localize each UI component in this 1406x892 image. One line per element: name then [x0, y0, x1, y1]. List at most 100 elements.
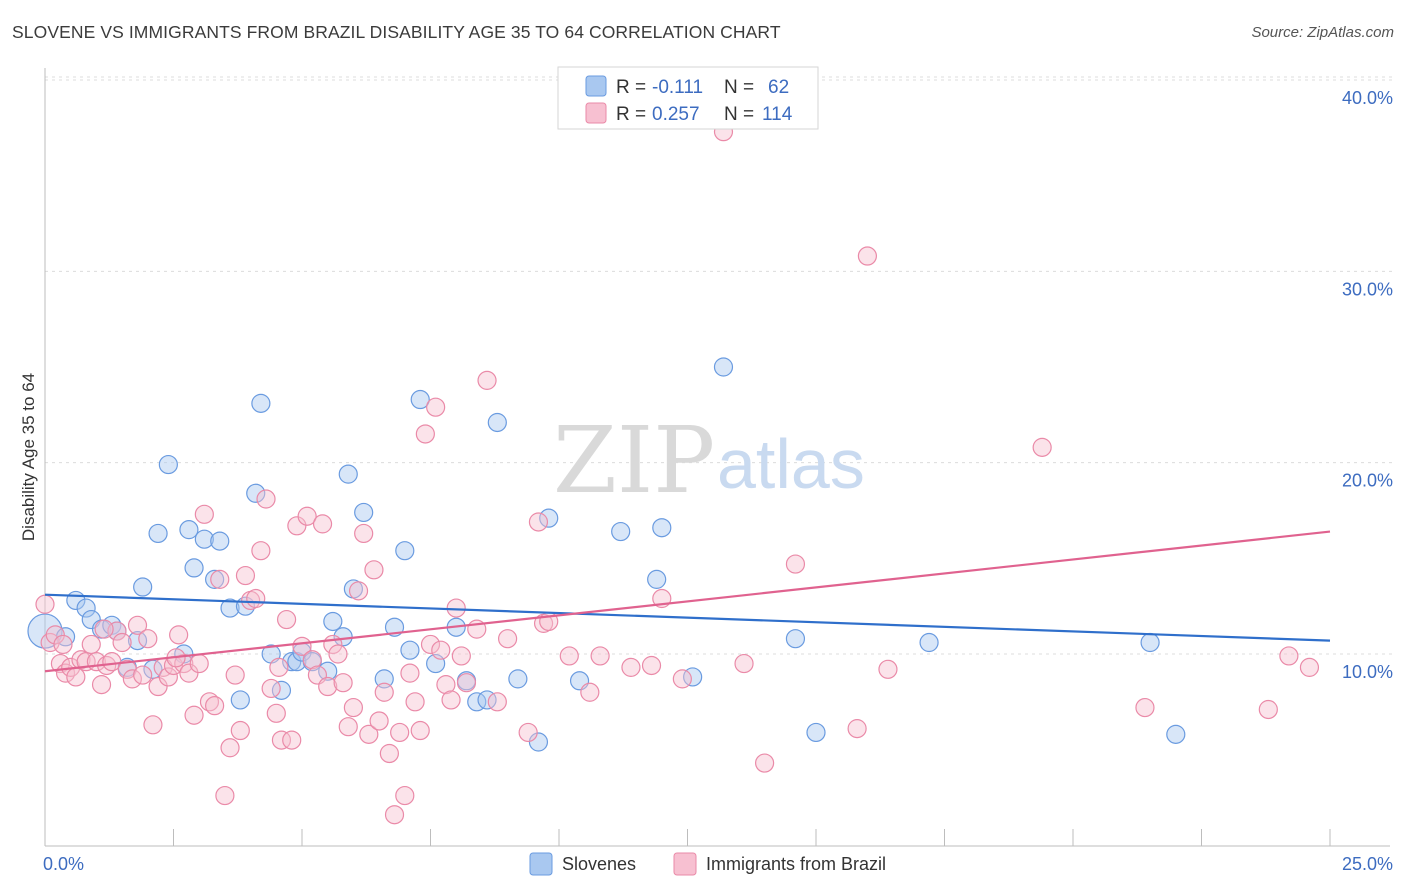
brazil-point-18 [127, 615, 148, 635]
brazil-point-61 [348, 581, 369, 601]
y-tick-label-30: 30.0% [1342, 279, 1393, 299]
brazil-point-88 [528, 512, 549, 532]
brazil-point-55 [318, 676, 338, 697]
slovenes-point-28 [287, 652, 307, 672]
brazil-point-24 [158, 667, 178, 687]
slovenes-point-10 [133, 577, 153, 597]
brazil-point-104 [878, 659, 898, 679]
brazil-point-82 [456, 673, 477, 693]
brazil-point-32 [199, 692, 220, 712]
stats-legend: R = -0.111 N = 62 R = 0.257 N = 114 [557, 66, 819, 130]
slovenes-point-23 [246, 483, 266, 503]
brazil-point-95 [641, 655, 662, 676]
brazil-point-101 [785, 554, 806, 574]
legend-n-value-slovenes: 62 [768, 77, 789, 98]
brazil-point-94 [621, 657, 641, 677]
x-tick-label-min: 0.0% [43, 854, 84, 874]
brazil-point-22 [148, 676, 168, 697]
brazil-point-63 [359, 724, 379, 744]
brazil-point-78 [436, 675, 456, 695]
series-slovenes-points [27, 357, 1186, 752]
brazil-point-52 [302, 650, 322, 670]
brazil-point-91 [559, 646, 579, 666]
brazil-point-48 [282, 730, 302, 750]
slovenes-point-49 [528, 732, 549, 752]
brazil-point-74 [415, 424, 435, 444]
slovenes-point-37 [374, 669, 394, 689]
trend-lines [44, 530, 1331, 673]
slovenes-point-3 [76, 598, 96, 618]
series-brazil-points [35, 122, 1320, 825]
brazil-point-59 [338, 717, 358, 737]
slovenes-point-58 [806, 722, 826, 743]
legend-n-label-brazil: N = [724, 104, 754, 125]
slovenes-point-20 [220, 598, 240, 618]
brazil-point-113 [269, 657, 289, 677]
brazil-point-54 [312, 514, 333, 534]
brazil-point-93 [590, 646, 610, 666]
brazil-point-17 [122, 669, 142, 689]
legend-swatch-brazil [585, 102, 607, 124]
slovenes-point-12 [148, 523, 168, 544]
brazil-point-66 [374, 682, 394, 702]
y-axis-title: Disability Age 35 to 64 [19, 373, 38, 541]
y-tick-label-40: 40.0% [1342, 88, 1393, 108]
chart-title: SLOVENE VS IMMIGRANTS FROM BRAZIL DISABI… [12, 22, 781, 42]
brazil-point-31 [194, 504, 214, 524]
brazil-point-36 [220, 738, 240, 758]
brazil-point-84 [477, 370, 497, 390]
brazil-point-13 [102, 652, 122, 672]
brazil-point-19 [133, 665, 153, 685]
brazil-point-41 [246, 588, 266, 609]
slovenes-point-36 [354, 502, 374, 523]
brazil-point-87 [518, 722, 538, 743]
slovenes-point-0 [27, 613, 63, 649]
slovenes-point-50 [539, 508, 559, 528]
slovenes-point-54 [652, 518, 672, 538]
brazil-point-34 [210, 569, 230, 589]
slovenes-point-21 [230, 690, 250, 710]
brazil-point-43 [256, 489, 276, 509]
brazil-point-47 [276, 609, 297, 630]
legend-n-label-slovenes: N = [724, 77, 754, 98]
brazil-point-2 [45, 625, 65, 645]
brazil-point-28 [179, 663, 199, 683]
brazil-point-105 [1032, 437, 1052, 457]
brazil-point-46 [271, 730, 292, 750]
brazil-point-102 [847, 719, 867, 739]
slovenes-point-17 [194, 529, 214, 549]
legend-r-label-brazil: R = [616, 104, 646, 125]
brazil-point-51 [297, 506, 317, 526]
slovenes-point-16 [184, 558, 204, 578]
brazil-point-110 [53, 634, 73, 655]
axes [44, 68, 1390, 847]
brazil-point-20 [138, 629, 158, 649]
legend-r-value-slovenes: -0.111 [652, 77, 703, 98]
slovenes-trend-line [44, 593, 1331, 642]
brazil-point-77 [431, 640, 451, 660]
watermark-zip: ZIP [553, 407, 715, 514]
slovenes-point-15 [179, 520, 199, 540]
x-tick-label-max: 25.0% [1342, 854, 1393, 874]
brazil-point-111 [94, 619, 114, 639]
legend-swatch-slovenes [585, 75, 607, 97]
legend-r-value-brazil: 0.257 [652, 104, 700, 125]
series-legend-swatch-slovenes [529, 852, 553, 876]
slovenes-point-53 [647, 569, 667, 589]
chart-source: Source: ZipAtlas.com [1251, 24, 1394, 41]
brazil-point-35 [215, 785, 235, 806]
brazil-point-85 [487, 692, 507, 712]
y-tick-label-10: 10.0% [1342, 662, 1393, 682]
slovenes-point-34 [338, 464, 358, 484]
brazil-point-75 [420, 634, 441, 655]
slovenes-point-18 [205, 569, 225, 589]
brazil-point-64 [364, 560, 384, 580]
brazil-point-65 [369, 711, 389, 731]
brazil-point-68 [384, 805, 405, 825]
slovenes-point-31 [318, 661, 338, 681]
brazil-point-37 [225, 665, 245, 685]
series-legend-swatch-brazil [673, 852, 697, 876]
brazil-point-86 [498, 629, 518, 649]
series-legend-label-slovenes: Slovenes [562, 854, 636, 874]
